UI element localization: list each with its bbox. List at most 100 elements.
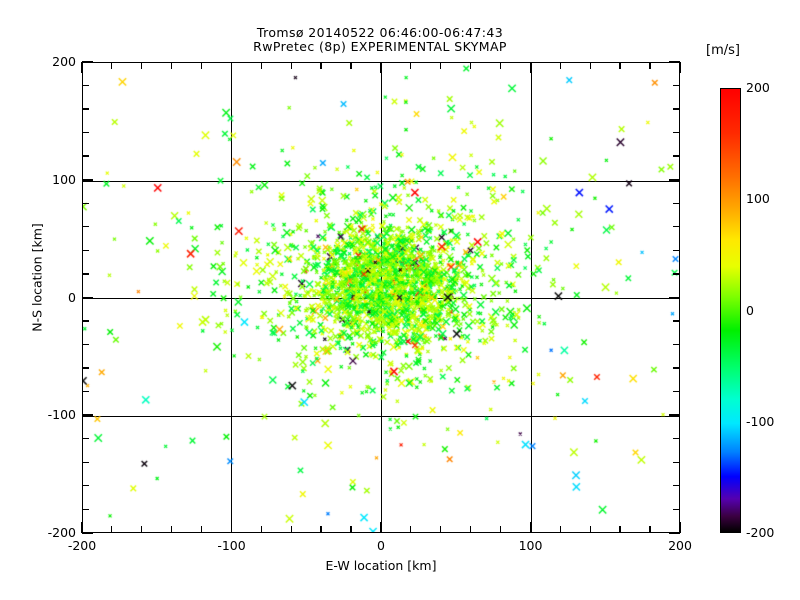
y-tick-60 — [82, 226, 89, 228]
y-tick-80 — [82, 202, 89, 204]
x-tick-0 — [380, 62, 382, 73]
y-tick--40 — [673, 343, 680, 346]
x-tick--200 — [81, 522, 83, 533]
x-tick-100 — [529, 62, 532, 73]
y-tick-80 — [673, 202, 680, 204]
x-tick--40 — [320, 62, 322, 69]
x-tick--200 — [81, 62, 83, 73]
title-line-2: RwPretec (8p) EXPERIMENTAL SKYMAP — [253, 39, 507, 54]
x-tick-180 — [649, 62, 651, 69]
x-tick--180 — [111, 62, 113, 69]
y-tick--60 — [673, 367, 680, 369]
y-tick--80 — [82, 390, 89, 393]
x-tick-label--100: -100 — [217, 538, 246, 553]
plot-area — [82, 62, 680, 533]
y-tick--160 — [673, 485, 680, 487]
y-tick-40 — [82, 249, 89, 251]
x-tick--120 — [200, 62, 203, 69]
colorbar-tick-label-200: 200 — [746, 80, 770, 95]
chart-title: Tromsø 20140522 06:46:00-06:47:43 RwPret… — [0, 26, 760, 54]
x-tick-label--200: -200 — [67, 538, 97, 553]
y-tick--180 — [673, 508, 680, 511]
x-tick-200 — [679, 522, 681, 533]
y-tick--200 — [82, 532, 93, 534]
y-axis-label: N-S location [km] — [29, 223, 45, 332]
x-tick-120 — [559, 62, 561, 69]
colorbar-unit-label: [m/s] — [706, 43, 740, 58]
y-tick-40 — [673, 249, 680, 251]
x-tick--100 — [230, 522, 233, 533]
x-tick--140 — [170, 526, 173, 533]
y-tick-180 — [82, 84, 89, 87]
y-tick-20 — [673, 273, 680, 275]
x-tick-180 — [649, 526, 651, 533]
y-tick--60 — [82, 367, 89, 369]
x-tick-200 — [679, 62, 681, 73]
y-tick-label--100: -100 — [47, 407, 76, 423]
y-tick-140 — [673, 131, 680, 134]
y-tick-label--200: -200 — [47, 525, 76, 540]
y-tick-160 — [673, 108, 680, 110]
x-tick-label-200: 200 — [668, 538, 692, 553]
y-tick-180 — [673, 84, 680, 87]
y-tick-60 — [673, 226, 680, 228]
x-tick--20 — [350, 62, 352, 69]
y-tick--40 — [82, 343, 89, 346]
x-tick-label-100: 100 — [518, 538, 543, 553]
y-tick--140 — [82, 461, 89, 463]
y-tick--160 — [82, 485, 89, 487]
x-axis-label: E-W location [km] — [325, 558, 437, 573]
x-tick-40 — [440, 62, 442, 69]
colorbar-tick-label-0: 0 — [746, 302, 754, 318]
colorbar-tick-label--200: -200 — [746, 525, 775, 540]
y-tick-200 — [82, 61, 93, 63]
colorbar-gradient — [720, 88, 741, 533]
x-tick--160 — [141, 526, 143, 533]
y-tick-label-200: 200 — [52, 54, 76, 69]
x-tick-140 — [589, 526, 591, 533]
x-tick-80 — [499, 526, 502, 533]
y-tick-0 — [669, 296, 680, 299]
x-tick--80 — [260, 526, 262, 533]
y-tick-160 — [82, 108, 89, 110]
y-tick-0 — [82, 296, 93, 299]
y-tick--140 — [673, 461, 680, 463]
x-tick--60 — [290, 62, 292, 69]
scatter-points-layer — [83, 63, 679, 532]
colorbar-tick-label--100: -100 — [746, 413, 775, 429]
x-tick-20 — [410, 526, 412, 533]
y-tick--180 — [82, 508, 89, 511]
x-tick--160 — [141, 62, 143, 69]
y-tick-100 — [82, 178, 93, 181]
x-tick--140 — [170, 62, 173, 69]
x-tick--100 — [230, 62, 233, 73]
title-line-1: Tromsø 20140522 06:46:00-06:47:43 — [256, 25, 504, 40]
y-tick-label-0: 0 — [68, 289, 76, 305]
x-tick-40 — [440, 526, 442, 533]
y-tick--100 — [82, 414, 93, 417]
y-tick--120 — [673, 438, 680, 440]
colorbar — [720, 88, 741, 533]
x-tick--180 — [111, 526, 113, 533]
colorbar-tick-label-100: 100 — [746, 191, 770, 207]
y-tick--20 — [82, 320, 89, 322]
x-tick-160 — [619, 526, 621, 533]
x-tick-160 — [619, 62, 621, 69]
y-tick--100 — [669, 414, 680, 417]
x-tick--120 — [200, 526, 203, 533]
x-tick--80 — [260, 62, 262, 69]
y-tick-100 — [669, 178, 680, 181]
x-tick-120 — [559, 526, 561, 533]
x-tick--60 — [290, 526, 292, 533]
x-tick--20 — [350, 526, 352, 533]
y-tick-200 — [669, 61, 680, 63]
y-tick--120 — [82, 438, 89, 440]
y-tick--20 — [673, 320, 680, 322]
x-tick-140 — [589, 62, 591, 69]
x-tick-60 — [469, 62, 472, 69]
y-tick-120 — [82, 155, 89, 157]
y-tick-140 — [82, 131, 89, 134]
y-tick-20 — [82, 273, 89, 275]
x-tick--40 — [320, 526, 322, 533]
